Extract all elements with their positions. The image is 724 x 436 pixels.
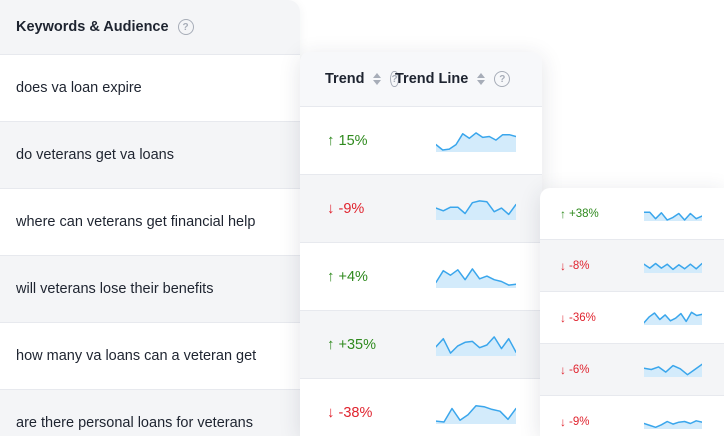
keyword-text: are there personal loans for veterans xyxy=(16,415,253,431)
arrow-down-icon: ↓ xyxy=(327,200,335,217)
sparkline-line xyxy=(644,363,702,376)
keyword-text: do veterans get va loans xyxy=(16,147,174,163)
trend-row[interactable]: ↓ -9% xyxy=(540,396,724,436)
sparkline-chart xyxy=(644,211,702,221)
trend-value: ↑ +38% xyxy=(540,207,644,221)
trend-line-header-label: Trend Line xyxy=(395,71,469,87)
trend-row[interactable]: ↓ -36% xyxy=(540,292,724,344)
keyword-text: will veterans lose their benefits xyxy=(16,281,214,297)
sparkline-line xyxy=(644,420,702,429)
sparkline-line xyxy=(644,211,702,221)
trend-header-label: Trend xyxy=(325,71,365,87)
trend-row[interactable]: ↓ -8% xyxy=(540,240,724,292)
trend-value: ↓ -6% xyxy=(540,363,644,377)
sparkline-area xyxy=(436,268,516,288)
question-circle-icon[interactable]: ? xyxy=(177,19,194,35)
trend-value: ↓ -38% xyxy=(300,404,436,421)
trend-row[interactable]: ↓ -6% xyxy=(540,344,724,396)
sparkline-line xyxy=(436,131,516,151)
trend-percentage: +35% xyxy=(338,336,377,353)
trend-header-row: Trend ? Trend Line ? xyxy=(300,52,542,107)
trend-panel: Trend ? Trend Line ? ↑ 15% ↓ -9% ↑ +4% ↑ +35% ↓ -… xyxy=(300,52,542,436)
keyword-row[interactable]: where can veterans get financial help xyxy=(0,189,300,256)
keywords-title: Keywords & Audience xyxy=(16,19,169,35)
trend-percentage: -9% xyxy=(569,415,590,428)
sparkline-line xyxy=(436,267,516,286)
trend-line-column-header[interactable]: Trend Line ? xyxy=(395,71,511,87)
sparkline-chart xyxy=(436,404,516,424)
sparkline-chart xyxy=(644,311,702,325)
sparkline-line xyxy=(436,199,516,215)
question-circle-icon[interactable]: ? xyxy=(494,71,511,87)
trend-value: ↓ -9% xyxy=(300,200,436,217)
small-trend-panel: ↑ +38% ↓ -8% ↓ -36% ↓ -6% ↓ -9% xyxy=(540,188,724,436)
arrow-up-icon: ↑ xyxy=(560,206,566,221)
trend-row[interactable]: ↑ 15% xyxy=(300,107,542,175)
sparkline-chart xyxy=(644,363,702,377)
arrow-up-icon: ↑ xyxy=(327,336,335,353)
arrow-down-icon: ↓ xyxy=(560,362,566,377)
sparkline-line xyxy=(644,262,702,271)
keywords-panel: Keywords & Audience ? does va loan expir… xyxy=(0,0,300,436)
arrow-down-icon: ↓ xyxy=(560,414,566,429)
trend-percentage: +38% xyxy=(569,207,599,220)
arrow-down-icon: ↓ xyxy=(327,404,335,421)
sparkline-line xyxy=(436,335,516,354)
question-circle-icon[interactable]: ? xyxy=(390,71,399,87)
trend-value: ↑ +35% xyxy=(300,336,436,353)
arrow-down-icon: ↓ xyxy=(560,310,566,325)
trend-rows: ↑ 15% ↓ -9% ↑ +4% ↑ +35% ↓ -38% xyxy=(300,107,542,436)
trend-column-header[interactable]: Trend ? xyxy=(300,71,399,87)
arrow-down-icon: ↓ xyxy=(560,258,566,273)
trend-row[interactable]: ↑ +38% xyxy=(540,188,724,240)
sparkline-chart xyxy=(436,131,516,152)
keyword-row[interactable]: how many va loans can a veteran get xyxy=(0,323,300,390)
sparkline-line xyxy=(436,404,516,423)
keywords-header: Keywords & Audience ? xyxy=(0,0,300,55)
keyword-row[interactable]: does va loan expire xyxy=(0,55,300,122)
trend-percentage: -36% xyxy=(569,311,596,324)
keyword-text: how many va loans can a veteran get xyxy=(16,348,257,364)
keyword-row[interactable]: do veterans get va loans xyxy=(0,122,300,189)
trend-percentage: -38% xyxy=(338,404,373,421)
sort-arrows-icon[interactable] xyxy=(373,73,382,85)
sparkline-chart xyxy=(644,420,702,429)
sparkline-line xyxy=(644,311,702,324)
trend-value: ↑ 15% xyxy=(300,132,436,149)
trend-value: ↓ -9% xyxy=(540,415,644,429)
sort-arrows-icon[interactable] xyxy=(477,73,486,85)
keyword-text: where can veterans get financial help xyxy=(16,214,256,230)
arrow-up-icon: ↑ xyxy=(327,132,335,149)
trend-value: ↓ -36% xyxy=(540,311,644,325)
trend-row[interactable]: ↓ -9% xyxy=(300,175,542,243)
trend-percentage: +4% xyxy=(338,268,368,285)
sparkline-area xyxy=(436,132,516,152)
sparkline-chart xyxy=(436,335,516,356)
sparkline-chart xyxy=(436,267,516,288)
keyword-row[interactable]: will veterans lose their benefits xyxy=(0,256,300,323)
trend-percentage: -6% xyxy=(569,363,590,376)
trend-value: ↓ -8% xyxy=(540,259,644,273)
sparkline-area xyxy=(436,336,516,356)
trend-percentage: -9% xyxy=(338,200,365,217)
arrow-up-icon: ↑ xyxy=(327,268,335,285)
trend-value: ↑ +4% xyxy=(300,268,436,285)
sparkline-chart xyxy=(436,199,516,220)
sparkline-area xyxy=(644,212,702,221)
trend-percentage: 15% xyxy=(338,132,368,149)
small-trend-rows: ↑ +38% ↓ -8% ↓ -36% ↓ -6% ↓ -9% xyxy=(540,188,724,436)
trend-percentage: -8% xyxy=(569,259,590,272)
sparkline-area xyxy=(644,312,702,325)
sparkline-area xyxy=(436,200,516,220)
trend-row[interactable]: ↑ +4% xyxy=(300,243,542,311)
keyword-text: does va loan expire xyxy=(16,80,142,96)
sparkline-chart xyxy=(644,262,702,273)
trend-row[interactable]: ↑ +35% xyxy=(300,311,542,379)
keyword-row[interactable]: are there personal loans for veterans xyxy=(0,390,300,436)
trend-row[interactable]: ↓ -38% xyxy=(300,379,542,436)
